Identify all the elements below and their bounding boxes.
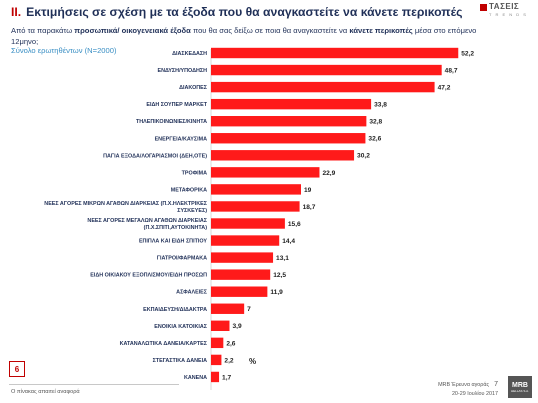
footer-note: Ο πίνακας απαιτεί αναφορά (11, 389, 80, 395)
footer-credit: MRB Έρευνα αγοράς 7 20-29 Ιουλίου 2017 (404, 380, 498, 399)
value-label: 33,8 (374, 102, 387, 109)
bar (211, 354, 222, 366)
category-label: ΜΕΤΑΦΟΡΙΚΑ (171, 187, 207, 193)
category-label: ΔΙΑΚΟΠΕΣ (179, 85, 208, 91)
question-text: Από τα παρακάτω προσωπικά/ οικογενειακά … (11, 26, 481, 47)
page-title: II. Εκτιμήσεις σε σχέση με τα έξοδα που θ… (11, 5, 462, 19)
mrb-logo-text: MRB (512, 381, 528, 389)
category-label: ΕΝΟΙΚΙΑ ΚΑΤΟΙΚΙΑΣ (154, 324, 207, 330)
category-label: ΝΕΕΣ ΑΓΟΡΕΣ ΜΕΓΑΛΩΝ ΑΓΑΘΩΝ ΔΙΑΡΚΕΙΑΣ (87, 218, 207, 224)
bar (211, 47, 459, 59)
value-label: 32,8 (369, 119, 382, 126)
bar (211, 371, 220, 383)
value-label: 14,4 (282, 238, 295, 245)
question-part-1: Από τα παρακάτω (11, 26, 75, 35)
category-label: (Π.Χ.ΣΠΙΤΙ,ΑΥΤΟΚΙΝΗΤΑ) (144, 225, 208, 231)
bar (211, 286, 268, 297)
bar (211, 235, 280, 246)
value-label: 48,7 (445, 67, 458, 74)
category-label: ΕΝΔΥΣΗ/ΥΠΟΔΗΣΗ (157, 68, 207, 74)
logo-name: ΤΑΣΕΙΣ (489, 2, 520, 11)
bar (211, 201, 300, 212)
category-label: ΕΙΔΗ ΣΟΥΠΕΡ ΜΑΡΚΕΤ (146, 102, 207, 108)
bar (211, 337, 224, 349)
question-part-2: που θα σας δείξω σε ποια θα αναγκαστείτε… (190, 26, 350, 35)
value-label: 18,7 (303, 204, 316, 211)
value-label: 1,7 (222, 374, 231, 381)
category-label: ΚΑΝΕΝΑ (184, 375, 207, 381)
value-label: 19 (304, 187, 312, 194)
bar (211, 133, 366, 144)
mrb-logo-sub: HELLAS S.A. (510, 388, 529, 393)
sample-base: Σύνολο ερωτηθέντων (Ν=2000) (11, 46, 117, 55)
category-label: ΕΝΕΡΓΕΙΑ/ΚΑΥΣΙΜΑ (155, 136, 208, 142)
footer-date: 20-29 Ιουλίου 2017 (451, 391, 498, 397)
footer-company: MRB Έρευνα αγοράς (438, 382, 490, 388)
value-label: 11,9 (270, 289, 283, 296)
category-label: ΚΑΤΑΝΑΛΩΤΙΚΑ ΔΑΝΕΙΑ/ΚΑΡΤΕΣ (120, 341, 208, 347)
question-part-3: μέσα στο επόμενο 12μηνο; (11, 26, 477, 46)
value-label: 2,6 (226, 340, 235, 347)
category-label: ΣΥΣΚΕΥΕΣ) (177, 208, 207, 214)
category-label: ΤΡΟΦΙΜΑ (182, 170, 207, 176)
value-label: 7 (247, 306, 251, 313)
bar (211, 303, 245, 314)
logo-sub: T R E N D S (489, 12, 528, 17)
question-bold-1: προσωπικά/ οικογενειακά έξοδα (74, 26, 191, 35)
page-number-box: 6 (9, 361, 25, 377)
section-number: II. (11, 5, 22, 19)
value-label: 22,9 (322, 170, 335, 177)
bar (211, 98, 372, 110)
category-label: ΕΚΠΑΙΔΕΥΣΗ/ΔΙΔΑΚΤΡΑ (143, 307, 207, 313)
question-bold-2: κάνετε περικοπές (349, 26, 413, 35)
value-label: 3,9 (232, 323, 241, 330)
bar (211, 252, 274, 263)
bar (211, 184, 301, 195)
category-label: ΤΗΛΕΠΙΚΟΙΝΩΝΙΕΣ/ΚΙΝΗΤΑ (136, 119, 207, 125)
mrb-logo: MRB HELLAS S.A. (508, 376, 532, 398)
bar (211, 269, 271, 280)
tasis-logo: ΤΑΣΕΙΣ T R E N D S (480, 2, 530, 19)
value-label: 32,6 (368, 136, 381, 143)
category-label: ΠΑΓΙΑ ΕΞΟΔΑ/ΛΟΓΑΡΙΑΣΜΟΙ (ΔΕΗ,ΟΤΕ) (103, 153, 207, 159)
bar (211, 167, 320, 178)
footer-page-number: 7 (494, 381, 498, 388)
value-label: 15,6 (288, 221, 301, 228)
value-label: 2,2 (224, 357, 233, 364)
bar (211, 218, 285, 229)
bar (211, 81, 435, 93)
value-label: 47,2 (438, 85, 451, 92)
value-label: 12,5 (273, 272, 286, 279)
category-label: ΕΠΙΠΛΑ ΚΑΙ ΕΙΔΗ ΣΠΙΤΙΟΥ (139, 239, 207, 245)
bar (211, 150, 355, 161)
value-label: 13,1 (276, 255, 289, 262)
category-label: ΕΙΔΗ ΟΙΚΙΑΚΟΥ ΕΞΟΠΛΙΣΜΟΥ/ΕΙΔΗ ΠΡΟΣΩΠ (90, 273, 207, 279)
footer-divider (9, 384, 179, 385)
bar (211, 320, 230, 331)
category-label: ΝΕΕΣ ΑΓΟΡΕΣ ΜΙΚΡΩΝ ΑΓΑΘΩΝ ΔΙΑΡΚΕΙΑΣ (Π.Χ… (44, 201, 207, 207)
category-label: ΔΙΑΣΚΕΔΑΣΗ (172, 51, 207, 57)
category-label: ΣΤΕΓΑΣΤΙΚΑ ΔΑΝΕΙΑ (153, 358, 208, 364)
logo-mark-icon (480, 4, 487, 11)
value-label: 52,2 (461, 50, 474, 57)
bar (211, 64, 442, 76)
value-label: 30,2 (357, 153, 370, 160)
category-label: ΑΣΦΑΛΕΙΕΣ (176, 290, 208, 296)
title-text: Εκτιμήσεις σε σχέση με τα έξοδα που θα α… (26, 5, 463, 19)
category-label: ΓΙΑΤΡΟΙ/ΦΑΡΜΑΚΑ (157, 256, 207, 262)
unit-label: % (249, 357, 257, 366)
bar (211, 116, 367, 127)
